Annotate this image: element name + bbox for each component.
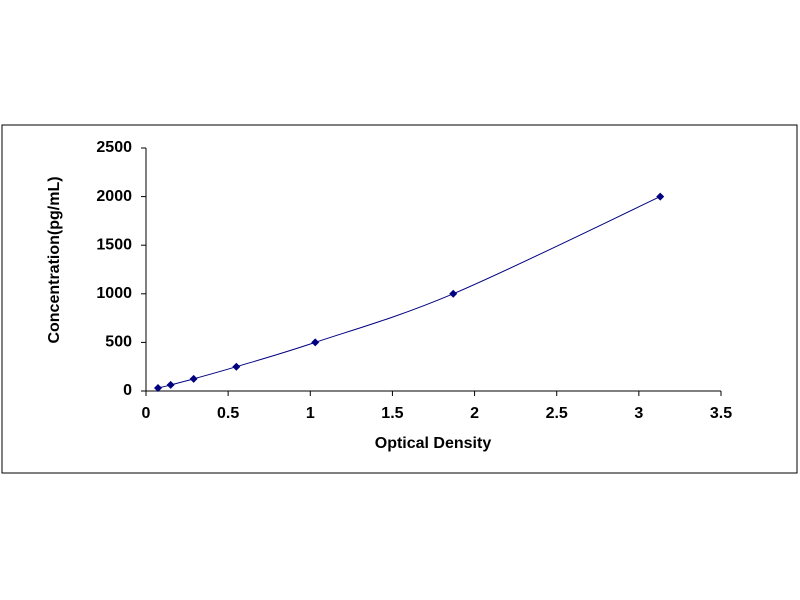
data-point: [449, 289, 458, 298]
y-tick-label: 1500: [96, 236, 132, 253]
x-tick-label: 3.5: [710, 405, 732, 422]
data-point: [166, 380, 175, 389]
x-tick-label: 2: [470, 405, 479, 422]
y-tick-label: 500: [105, 334, 132, 351]
data-point: [656, 192, 665, 201]
x-axis-label: Optical Density: [375, 435, 492, 452]
chart-frame: [1, 124, 798, 474]
x-tick-label: 0.5: [217, 405, 239, 422]
y-tick-label: 2500: [96, 139, 132, 156]
data-point: [153, 383, 162, 392]
y-tick-label: 0: [123, 382, 132, 399]
x-tick-label: 2.5: [546, 405, 568, 422]
y-tick-label: 1000: [96, 285, 132, 302]
x-tick-label: 1: [306, 405, 315, 422]
y-tick-label: 2000: [96, 188, 132, 205]
data-point: [311, 338, 320, 347]
data-point: [232, 362, 241, 371]
x-tick-label: 3: [634, 405, 643, 422]
data-point: [189, 374, 198, 383]
x-tick-label: 1.5: [381, 405, 403, 422]
x-tick-label: 0: [142, 405, 151, 422]
y-axis-label: Concentration(pg/mL): [46, 176, 63, 343]
fit-curve: [157, 196, 661, 389]
